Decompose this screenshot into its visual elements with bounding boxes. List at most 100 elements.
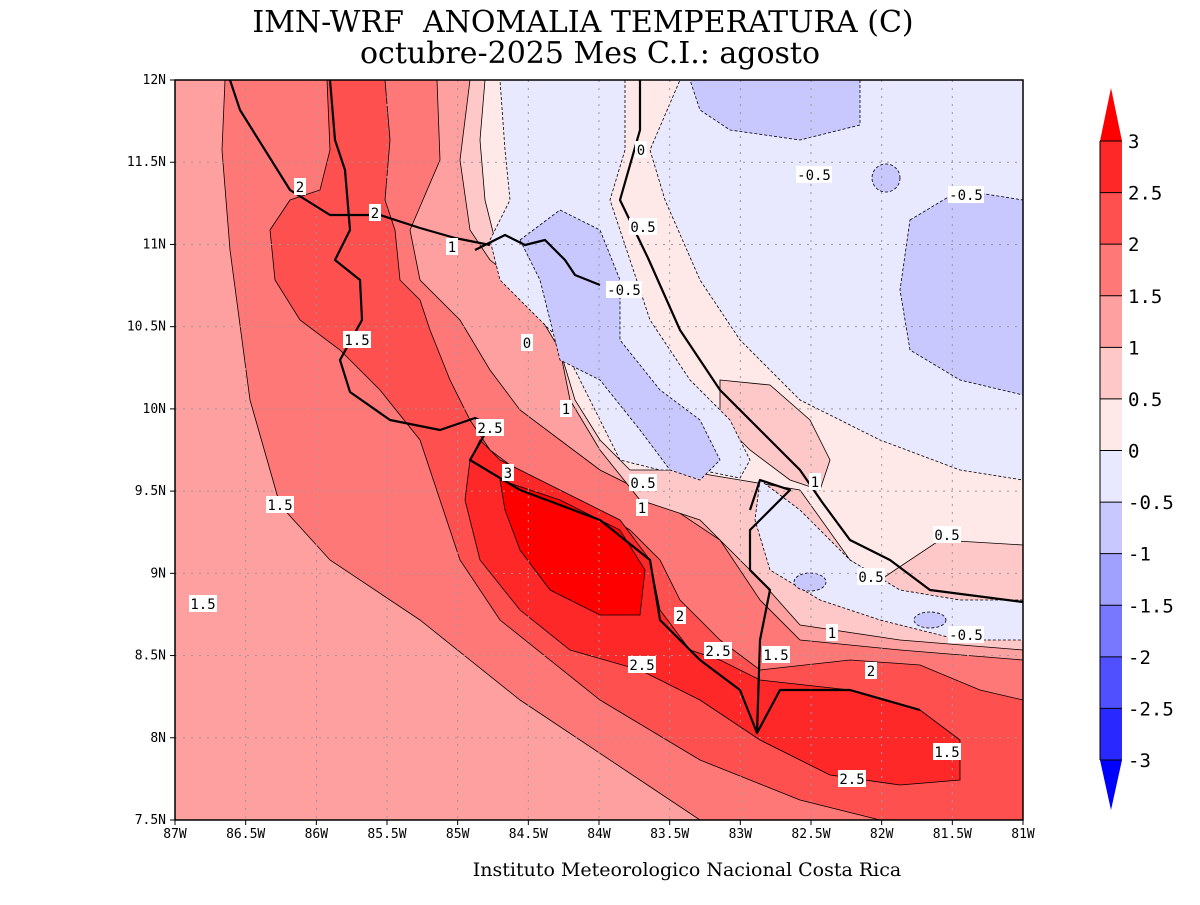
band-lt-0-northeast	[649, 80, 1023, 481]
contour-label-text: -0.5	[607, 283, 641, 299]
colorbar-swatch	[1100, 347, 1122, 399]
band-lt-neg0.5-b	[899, 189, 1023, 396]
colorbar-swatch	[1100, 502, 1122, 554]
contour-label-text: 1	[562, 402, 570, 418]
colorbar-label: -0.5	[1128, 492, 1174, 514]
contour-label: 1	[560, 400, 572, 418]
contour-label-text: 0.5	[630, 476, 655, 492]
band-ge-3	[499, 479, 646, 616]
contour-label: 1	[826, 624, 838, 642]
lon-tick-label: 82.5W	[791, 827, 830, 842]
colorbar-label: -1.5	[1128, 595, 1174, 617]
contour-label: 1	[809, 473, 821, 491]
contour-label-text: 1.5	[190, 597, 215, 613]
contour-label: 1.5	[266, 496, 294, 514]
lon-tick-label: 82W	[870, 827, 894, 842]
contour-label-text: 2	[867, 664, 875, 680]
lon-tick-label: 81W	[1011, 827, 1035, 842]
contour-label: 2.5	[704, 642, 732, 660]
contour-label-text: -0.5	[949, 188, 983, 204]
colorbar-label: 1	[1128, 337, 1139, 359]
contour-label: 3	[502, 464, 514, 482]
colorbar-swatch	[1100, 295, 1122, 348]
colorbar: 3 2.5 2 1.5 1 0.5 0 -0.5 -1 -1.5 -2 -2.5 -3	[1099, 88, 1174, 810]
contour-label: 0	[521, 334, 533, 352]
contour-label: 2	[369, 204, 381, 222]
contour-label: 2.5	[838, 770, 866, 788]
contour-label-text: 2	[676, 609, 684, 625]
contour-label: 0	[635, 141, 647, 159]
colorbar-arrow-bottom	[1100, 760, 1122, 810]
contour-label-text: 1	[638, 501, 646, 517]
contour-label-text: 1	[828, 626, 836, 642]
lat-tick-label: 8N	[150, 731, 166, 746]
band-lt-neg0.5-a	[689, 80, 861, 141]
colorbar-label: 2.5	[1128, 183, 1162, 205]
contour-label-text: 3	[504, 466, 512, 482]
colorbar-swatch	[1100, 656, 1122, 709]
contour-label-text: 0.5	[858, 570, 883, 586]
colorbar-swatch	[1100, 450, 1122, 503]
band-lt-0-south	[754, 479, 1023, 641]
contour-label: 1	[636, 499, 648, 517]
contour-label: 2	[674, 607, 686, 625]
contour-label-text: 2.5	[477, 421, 502, 437]
nicaragua-costa-rica-border	[474, 233, 601, 287]
lon-tick-label: 83W	[729, 827, 753, 842]
contour-label-text: 1	[811, 475, 819, 491]
contour-label: 1.5	[762, 646, 790, 664]
colorbar-label: -1	[1128, 544, 1151, 566]
colorbar-label: -2	[1128, 647, 1151, 669]
lon-tick-label: 83.5W	[650, 827, 689, 842]
colorbar-swatch	[1100, 605, 1122, 657]
contour-label: -0.5	[606, 281, 642, 299]
colorbar-label: -2.5	[1128, 698, 1174, 720]
lat-tick-label: 11N	[143, 237, 166, 252]
contour-label-text: 2	[371, 206, 379, 222]
nicaragua-pacific-coast	[228, 80, 491, 247]
colorbar-label: 0.5	[1128, 389, 1162, 411]
footer-credit: Instituto Meteorologico Nacional Costa R…	[473, 859, 901, 881]
lon-tick-label: 84.5W	[509, 827, 548, 842]
lon-tick-label: 85W	[446, 827, 470, 842]
colorbar-swatch	[1100, 192, 1122, 245]
lat-tick-label: 10N	[143, 402, 166, 417]
colorbar-label: -3	[1128, 750, 1151, 772]
colorbar-label: 2	[1128, 234, 1139, 256]
contour-label-text: 1.5	[934, 745, 959, 761]
band-lt-neg0.5-c	[519, 209, 721, 481]
band-lt-neg0.5-e	[793, 572, 827, 592]
lat-tick-label: 8.5N	[135, 649, 166, 664]
contour-label-text: -0.5	[949, 628, 983, 644]
title-line-1: IMN-WRF ANOMALIA TEMPERATURA (C)	[252, 5, 913, 40]
contour-label: -0.5	[948, 626, 984, 644]
colorbar-swatch	[1100, 141, 1122, 193]
contour-label: 1.5	[933, 743, 961, 761]
contour-label-text: 1.5	[344, 333, 369, 349]
contour-label-text: 2.5	[839, 772, 864, 788]
colorbar-swatch	[1100, 553, 1122, 606]
contour-label-text: 1.5	[763, 648, 788, 664]
caribbean-coast	[618, 80, 1023, 604]
colorbar-arrow-top	[1100, 88, 1122, 141]
colorbar-label: 1.5	[1128, 286, 1162, 308]
colorbar-swatch	[1100, 398, 1122, 451]
contour-label: 0.5	[629, 218, 657, 236]
contour-label-text: 0	[637, 143, 645, 159]
lat-tick-label: 7.5N	[135, 813, 166, 828]
contour-label-text: 0.5	[934, 528, 959, 544]
contour-label: -0.5	[948, 186, 984, 204]
contour-label-text: 1	[448, 240, 456, 256]
title-line-2: octubre-2025 Mes C.I.: agosto	[360, 36, 820, 71]
map-area: 2 2 1 1.5 0 1 2.5 3 0.5 1 1.5 1.5 2 2.5 2.5 1.5 2 1.5 2.5 1…	[175, 80, 1023, 820]
lon-tick-label: 81.5W	[933, 827, 972, 842]
lat-tick-label: 12N	[143, 73, 166, 88]
contour-label-text: 2.5	[705, 644, 730, 660]
lon-tick-label: 86W	[305, 827, 329, 842]
lon-tick-label: 86.5W	[226, 827, 265, 842]
lat-tick-label: 9N	[150, 566, 166, 581]
lat-tick-label: 9.5N	[135, 484, 166, 499]
contour-label-text: -0.5	[797, 168, 831, 184]
colorbar-label: 3	[1128, 131, 1139, 153]
